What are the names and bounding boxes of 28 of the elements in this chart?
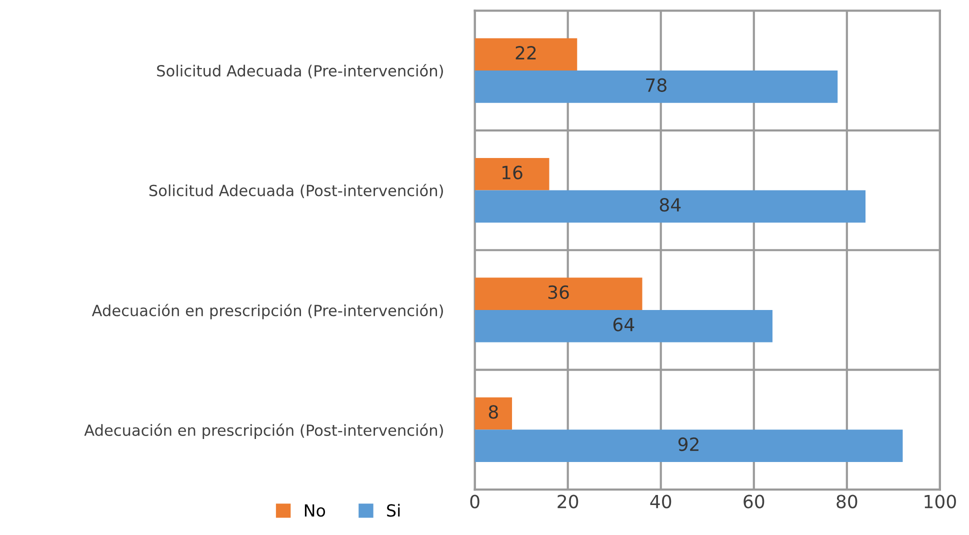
bar: [474, 397, 512, 430]
bar: [474, 278, 642, 310]
x-tick-label: 20: [558, 494, 578, 508]
bar: [474, 70, 838, 103]
x-tick-label: 0: [470, 494, 480, 508]
data-label: 16: [502, 166, 522, 180]
x-tick-label: 60: [744, 494, 764, 508]
y-tick-label: Adecuación en prescripción (Post-intervención): [84, 424, 443, 439]
y-tick-label: Solicitud Adecuada (Post-intervención): [149, 184, 443, 198]
data-label: 84: [660, 198, 681, 212]
data-label: 8: [488, 405, 498, 419]
x-tick-label: 80: [836, 494, 858, 508]
bar: [474, 190, 866, 223]
x-tick-label: 100: [924, 494, 956, 508]
data-label: 36: [548, 285, 569, 300]
bar: [474, 310, 772, 342]
data-label: 78: [646, 78, 666, 92]
bar: [474, 430, 903, 462]
bar: [474, 158, 550, 190]
y-tick-label: Adecuación en prescripción (Pre-intervención): [92, 304, 443, 320]
legend-label: Si: [387, 504, 400, 517]
y-tick-label: Solicitud Adecuada (Pre-intervención): [157, 64, 443, 78]
bar: [474, 38, 578, 71]
data-label: 22: [516, 46, 536, 60]
legend-label: No: [304, 504, 326, 517]
data-label: 64: [613, 318, 634, 332]
data-label: 92: [678, 437, 698, 452]
x-tick-label: 40: [650, 494, 672, 508]
